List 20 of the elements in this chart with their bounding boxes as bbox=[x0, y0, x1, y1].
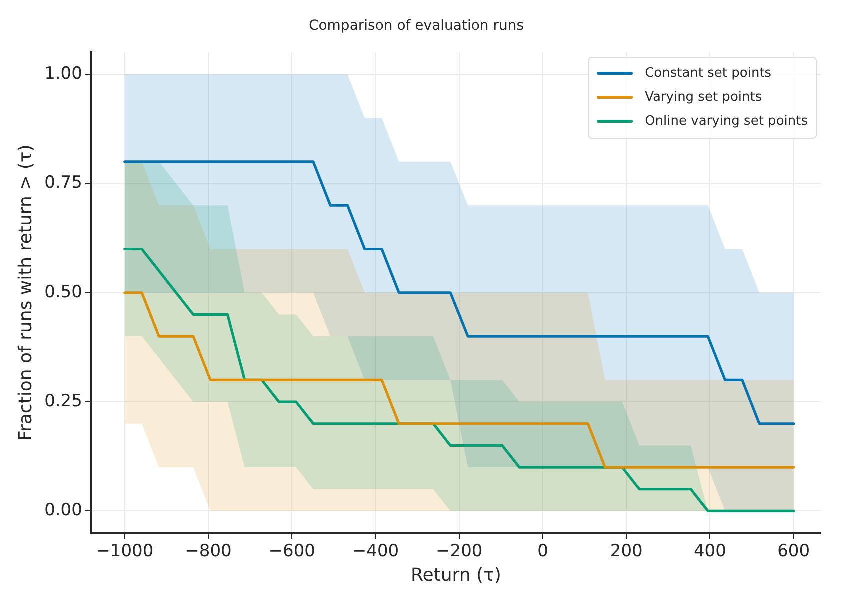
legend-label: Varying set points bbox=[645, 90, 762, 106]
y-axis-title: Fraction of runs with return > (τ) bbox=[15, 144, 36, 442]
x-tick-label: 600 bbox=[778, 542, 810, 562]
x-tick-label: −600 bbox=[268, 542, 316, 562]
chart-title: Comparison of evaluation runs bbox=[308, 18, 524, 34]
y-tick-label: 0.00 bbox=[44, 500, 82, 521]
y-tick-label: 0.75 bbox=[44, 173, 82, 194]
y-tick-label: 1.00 bbox=[44, 64, 82, 84]
x-tick-label: 200 bbox=[610, 542, 643, 562]
legend-label: Constant set points bbox=[645, 66, 772, 82]
x-tick-label: −1000 bbox=[96, 542, 154, 562]
x-tick-label: −800 bbox=[185, 542, 232, 562]
y-tick-label: 0.25 bbox=[44, 391, 82, 412]
x-tick-label: 400 bbox=[694, 542, 726, 562]
legend-label: Online varying set points bbox=[645, 114, 808, 130]
y-tick-label: 0.50 bbox=[44, 282, 82, 302]
x-axis-title: Return (τ) bbox=[411, 564, 502, 586]
x-tick-label: 0 bbox=[538, 542, 548, 562]
x-tick-label: −200 bbox=[436, 542, 483, 562]
x-tick-label: −400 bbox=[352, 542, 400, 562]
